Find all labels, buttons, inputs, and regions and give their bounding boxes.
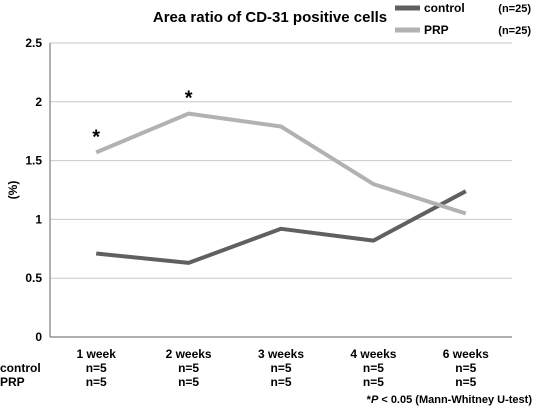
n-table-cell: n=5 [86,361,107,375]
n-table-cell: n=5 [86,375,107,389]
significance-star: * [92,126,100,148]
y-axis-label: (%) [6,181,20,200]
x-tick-label: 4 weeks [350,347,396,361]
y-tick-label: 1.5 [25,154,42,168]
x-tick-labels: 1 week 2 weeks 3 weeks 4 weeks 6 weeks [77,347,490,361]
legend-n-label: (n=25) [498,25,531,37]
data-point-prp [464,212,468,216]
significance-star: * [185,88,193,110]
n-table-cell: n=5 [363,375,384,389]
n-table-cell: n=5 [178,375,199,389]
data-point-prp [371,182,375,186]
series-line-control [95,189,467,265]
x-tick-label: 6 weeks [443,347,489,361]
data-point-control [464,189,468,193]
n-table-cell: n=5 [455,361,476,375]
data-point-control [279,227,283,231]
data-point-prp [279,124,283,128]
legend: control (n=25) PRP (n=25) [395,1,531,37]
y-tick-label: 1 [35,212,42,226]
footnote: *P < 0.05 (Mann-Whitney U-test) [367,394,533,406]
legend-label-prp: PRP [424,23,449,37]
n-table-cell: n=5 [178,361,199,375]
data-point-prp [187,112,191,116]
series-lines [94,111,468,265]
n-table-row-label: PRP [0,375,25,389]
data-point-control [94,252,98,256]
n-table-row-label: control [0,361,41,375]
n-table-cell: n=5 [270,375,291,389]
chart-title: Area ratio of CD-31 positive cells [153,9,387,26]
significance-markers: ** [92,88,192,149]
legend-label-control: control [424,1,465,15]
y-tick-label: 2.5 [25,36,42,50]
gridlines [49,42,512,338]
y-tick-label: 0.5 [25,271,42,285]
x-tick-label: 1 week [77,347,117,361]
n-table-cell: n=5 [455,375,476,389]
y-tick-label: 2 [35,95,42,109]
footnote-star: * [367,394,372,406]
x-tick-label: 3 weeks [258,347,304,361]
footnote-text: < 0.05 (Mann-Whitney U-test) [378,394,532,406]
n-table-cell: n=5 [270,361,291,375]
data-point-control [371,239,375,243]
footnote-p: P [371,394,379,406]
series-line-prp [95,111,467,216]
y-tick-label: 0 [35,330,42,344]
x-tick-label: 2 weeks [166,347,212,361]
legend-n-label: (n=25) [498,3,531,15]
n-table-cell: n=5 [363,361,384,375]
data-point-control [187,261,191,265]
data-point-prp [94,150,98,154]
y-tick-labels: 0 0.5 1 1.5 2 2.5 [25,36,42,344]
